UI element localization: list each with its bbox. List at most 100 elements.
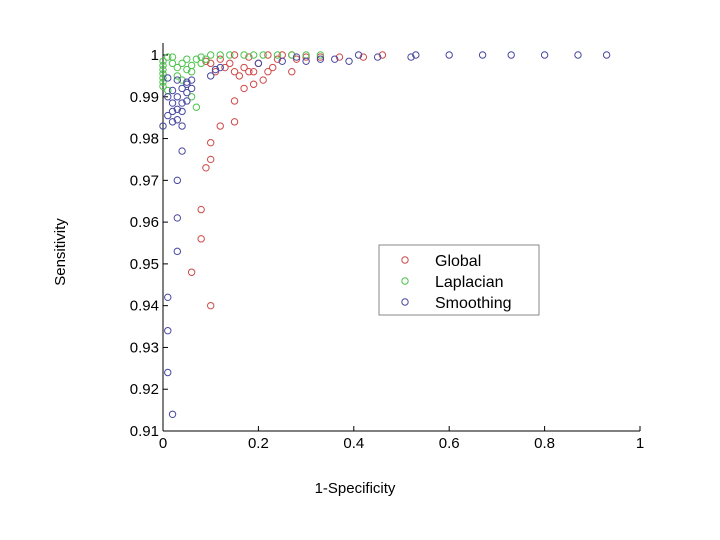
data-point xyxy=(159,82,167,91)
data-point xyxy=(316,51,325,59)
data-points xyxy=(159,51,611,418)
data-point xyxy=(159,61,167,70)
data-point xyxy=(187,84,196,93)
y-tick-label: 0.99 xyxy=(130,89,159,106)
data-point xyxy=(574,51,582,59)
data-point xyxy=(178,84,186,93)
data-point xyxy=(478,51,487,59)
data-point xyxy=(230,51,239,59)
y-tick-label: 1 xyxy=(151,47,159,64)
data-point xyxy=(168,86,177,95)
data-point xyxy=(173,116,182,124)
y-tick-label: 0.96 xyxy=(130,214,159,231)
data-point xyxy=(230,97,239,105)
data-point xyxy=(373,53,382,61)
data-point xyxy=(302,57,310,65)
data-point xyxy=(173,105,182,114)
data-point xyxy=(216,122,224,130)
data-point xyxy=(159,57,167,65)
data-point xyxy=(331,55,339,63)
data-point xyxy=(164,53,172,61)
legend-marker xyxy=(401,277,409,285)
data-point xyxy=(192,103,201,111)
data-point xyxy=(216,51,224,59)
data-point xyxy=(178,122,186,130)
x-tick-label: 0.2 xyxy=(248,435,269,452)
legend-marker xyxy=(401,298,409,306)
data-point xyxy=(202,164,210,172)
data-point xyxy=(173,72,182,80)
data-point xyxy=(178,147,186,155)
y-tick-label: 0.94 xyxy=(130,298,159,315)
x-tick-label: 0.4 xyxy=(343,435,364,452)
data-point xyxy=(197,235,205,243)
data-point xyxy=(407,53,415,61)
data-point xyxy=(164,111,172,120)
data-point xyxy=(230,118,239,126)
data-point xyxy=(216,55,224,63)
legend-entry: Laplacian xyxy=(435,274,504,291)
data-point xyxy=(173,63,182,72)
data-point xyxy=(183,78,191,86)
data-point xyxy=(168,107,177,116)
data-point xyxy=(264,51,272,59)
data-point xyxy=(178,59,186,68)
data-point xyxy=(230,68,239,76)
data-point xyxy=(292,53,301,61)
data-point xyxy=(173,214,182,222)
series-global xyxy=(187,51,387,310)
data-point xyxy=(159,70,167,78)
data-point xyxy=(235,72,244,80)
x-tick-label: 1 xyxy=(636,435,644,452)
data-point xyxy=(207,155,215,164)
data-point xyxy=(278,57,286,65)
x-tick-label: 0.8 xyxy=(534,435,555,452)
y-tick-label: 0.92 xyxy=(130,381,159,398)
data-point xyxy=(168,99,177,107)
series-laplacian xyxy=(159,51,325,111)
data-point xyxy=(173,93,182,101)
data-point xyxy=(249,80,258,88)
data-point xyxy=(259,76,267,84)
data-point xyxy=(249,51,258,59)
axes: 0 0.2 0.4 0.6 0.8 1 0.91 0.92 0.93 0.94 0.95 0.96 0.… xyxy=(130,43,644,452)
data-point xyxy=(207,139,215,147)
x-tick-label: 0.6 xyxy=(439,435,460,452)
legend-marker xyxy=(401,256,409,264)
data-point xyxy=(240,51,248,59)
y-tick-label: 0.91 xyxy=(130,423,159,440)
y-tick-label: 0.95 xyxy=(130,256,159,273)
data-point xyxy=(168,118,177,126)
data-point xyxy=(240,63,248,72)
data-point xyxy=(164,93,172,101)
data-point xyxy=(187,61,196,70)
data-point xyxy=(202,55,210,63)
data-point xyxy=(183,65,191,74)
data-point xyxy=(202,57,210,65)
legend: Global Laplacian Smoothing xyxy=(378,244,540,316)
data-point xyxy=(207,51,215,59)
data-point xyxy=(273,51,282,59)
data-point xyxy=(292,55,301,63)
data-point xyxy=(183,55,191,63)
data-point xyxy=(245,53,253,61)
data-point xyxy=(173,247,182,256)
data-point xyxy=(288,68,296,76)
data-point xyxy=(187,268,196,276)
data-point xyxy=(187,76,196,84)
data-point xyxy=(226,59,234,68)
data-point xyxy=(221,63,229,72)
data-point xyxy=(316,55,325,63)
data-point xyxy=(159,65,167,74)
data-point xyxy=(178,76,186,84)
data-point xyxy=(335,53,344,61)
data-point xyxy=(288,51,296,59)
data-point xyxy=(159,78,167,86)
data-point xyxy=(412,51,420,59)
data-point xyxy=(207,59,215,68)
data-point xyxy=(173,176,182,185)
data-point xyxy=(192,55,201,63)
y-tick-label: 0.93 xyxy=(130,339,159,356)
data-point xyxy=(254,59,263,68)
